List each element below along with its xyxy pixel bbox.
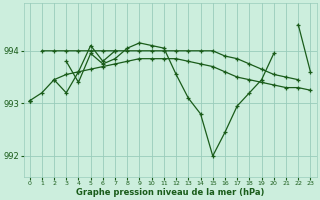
X-axis label: Graphe pression niveau de la mer (hPa): Graphe pression niveau de la mer (hPa) [76,188,264,197]
